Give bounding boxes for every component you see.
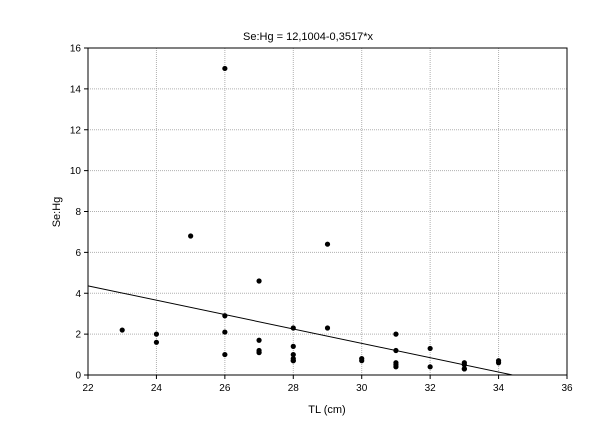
data-point — [222, 65, 228, 72]
data-point — [222, 313, 228, 319]
data-point — [461, 366, 467, 372]
y-tick-label: 2 — [75, 330, 81, 341]
data-point — [256, 337, 262, 343]
data-point — [427, 364, 433, 370]
data-point — [461, 362, 467, 368]
data-point — [256, 349, 262, 356]
data-point — [427, 345, 433, 352]
y-tick-label: 14 — [70, 84, 82, 95]
x-tick-label: 22 — [82, 383, 94, 394]
data-point — [495, 360, 502, 366]
y-axis-label: Se:Hg — [51, 197, 63, 228]
x-tick-label: 36 — [561, 383, 573, 394]
data-point — [222, 351, 228, 358]
data-point — [290, 351, 296, 358]
data-point — [393, 364, 399, 370]
data-point — [393, 347, 399, 354]
data-point — [290, 343, 296, 349]
y-tick-label: 8 — [75, 207, 81, 218]
y-tick-label: 6 — [75, 248, 81, 259]
data-point — [256, 278, 262, 284]
x-tick-label: 26 — [219, 383, 231, 394]
x-tick-label: 34 — [493, 383, 505, 394]
x-tick-label: 32 — [425, 383, 437, 394]
data-point — [359, 358, 365, 364]
y-tick-label: 0 — [75, 371, 81, 382]
y-tick-label: 12 — [70, 125, 82, 136]
grid-lines — [88, 48, 567, 375]
x-axis-label: TL (cm) — [308, 404, 345, 416]
data-points — [119, 65, 502, 372]
data-point — [290, 325, 296, 331]
data-point — [119, 327, 125, 333]
y-tick-label: 10 — [70, 166, 82, 177]
data-point — [222, 329, 228, 335]
data-point — [324, 325, 331, 331]
y-tick-label: 16 — [70, 44, 82, 55]
x-tick-label: 24 — [151, 383, 163, 394]
x-tick-label: 28 — [288, 383, 300, 394]
data-point — [393, 331, 399, 337]
chart-title: Se:Hg = 12,1004-0,3517*x — [243, 31, 373, 43]
data-point — [188, 233, 194, 239]
regression-line — [87, 285, 513, 376]
data-point — [153, 339, 160, 345]
y-tick-label: 4 — [75, 289, 81, 300]
data-point — [153, 331, 160, 337]
regression-line-group — [87, 285, 513, 376]
data-point — [324, 241, 331, 247]
x-tick-label: 30 — [356, 383, 368, 394]
data-point — [290, 358, 296, 364]
